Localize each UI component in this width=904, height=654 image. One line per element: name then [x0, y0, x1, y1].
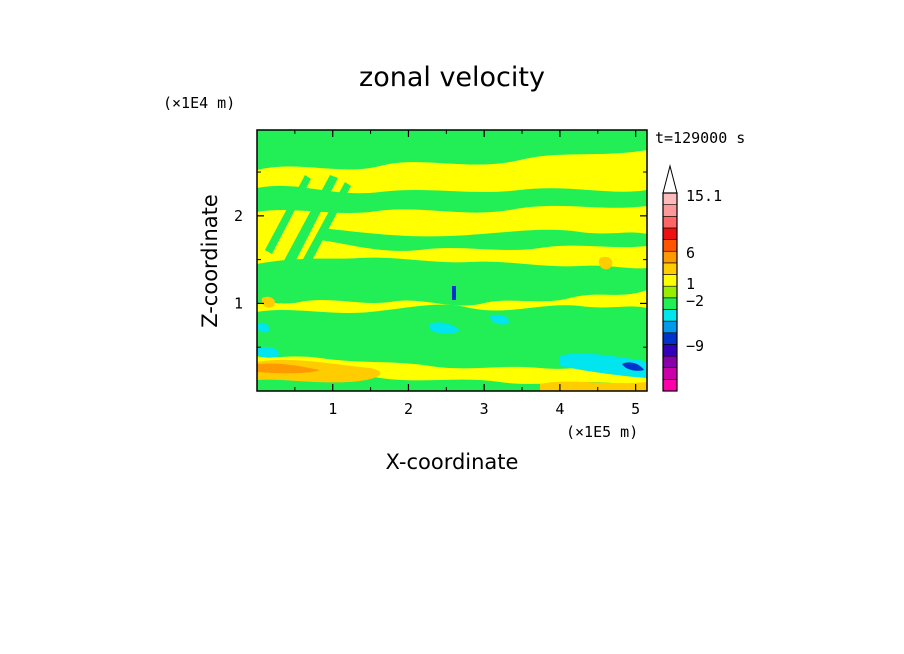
colorbar-frame: [662, 192, 678, 392]
colorbar-swatch: [662, 192, 678, 205]
colorbar-tick-label: 6: [686, 244, 695, 262]
y-axis: 12: [234, 171, 647, 348]
y-unit-label: (×1E4 m): [163, 94, 235, 112]
colorbar-swatch: [662, 355, 678, 369]
x-tick-label: 5: [631, 400, 640, 418]
time-label: t=129000 s: [655, 129, 745, 147]
contour-orange-strip: [257, 363, 320, 374]
colorbar-swatch: [662, 367, 678, 380]
colorbar-swatch: [662, 344, 678, 357]
colorbar-tick-label: 15.1: [686, 187, 722, 205]
contour-cyan-patches: [257, 314, 647, 378]
y-tick-label: 2: [234, 207, 243, 225]
colorbar-swatch: [662, 274, 678, 287]
colorbar-swatch: [662, 285, 678, 299]
x-tick-label: 4: [555, 400, 564, 418]
contour-streaks: [265, 175, 351, 276]
y-tick-label: 1: [234, 294, 243, 312]
contour-blue-patches: [452, 286, 644, 371]
colorbar-swatch: [662, 297, 678, 310]
chart-title: zonal velocity: [359, 62, 545, 93]
colorbar-tick-label: 1: [686, 275, 695, 293]
x-tick-label: 1: [328, 400, 337, 418]
x-axis: 1 2 3 4 5: [294, 130, 640, 418]
x-axis-label: X-coordinate: [386, 450, 519, 474]
colorbar-swatch: [662, 250, 678, 264]
colorbar-swatch: [662, 239, 678, 252]
colorbar-swatch: [662, 262, 678, 275]
colorbar-tick-label: −2: [686, 292, 704, 310]
colorbar-swatch: [662, 332, 678, 345]
colorbar-tick-label: −9: [686, 337, 704, 355]
colorbar-swatch: [662, 320, 678, 334]
colorbar-swatch: [662, 309, 678, 322]
plot-area: [257, 130, 647, 391]
y-axis-label: Z-coordinate: [198, 194, 222, 328]
x-unit-label: (×1E5 m): [566, 423, 638, 441]
colorbar-swatch: [662, 204, 678, 217]
colorbar-swatch: [662, 227, 678, 240]
colorbar-swatch: [662, 215, 678, 229]
plot-frame: [256, 129, 648, 392]
x-tick-label: 3: [480, 400, 489, 418]
colorbar: 15.1 6 1−2 −9: [662, 164, 722, 392]
colorbar-swatch: [662, 379, 678, 392]
x-tick-label: 2: [404, 400, 413, 418]
colorbar-extend-arrow: [662, 164, 678, 194]
